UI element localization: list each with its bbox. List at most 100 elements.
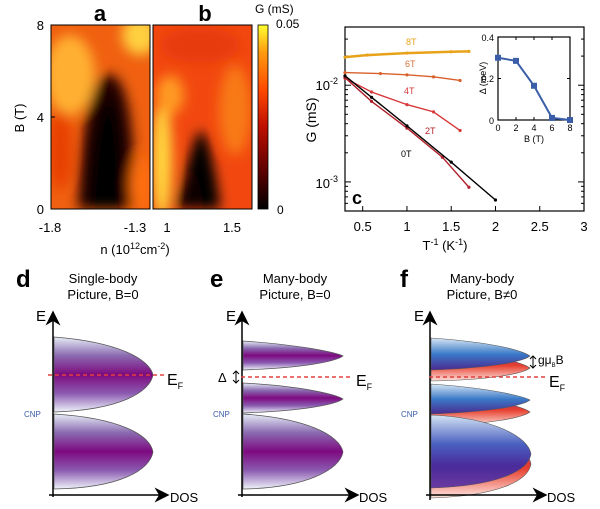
data-point-2t [467, 185, 471, 189]
ef-label: EF [167, 372, 184, 391]
y-axis-label-c: G (mS) [303, 97, 319, 142]
data-point-6t [343, 71, 347, 75]
colorbar: G (mS) 0.05 0 [255, 2, 300, 217]
x-axis-label-c: T-1 (K-1) [423, 237, 468, 253]
gap-label: Δ [218, 370, 227, 385]
inset-data-point [513, 57, 519, 64]
x-axis-label-ab: n (1012cm-2) [100, 241, 169, 257]
frame-b [152, 24, 253, 210]
ef-main: E [356, 373, 367, 390]
colorbar-label: G (mS) [255, 2, 294, 16]
y-tick-exp: -3 [330, 174, 338, 184]
x-label-sup: 12 [130, 241, 140, 251]
colorbar-min: 0 [277, 203, 284, 217]
heatmap-b [153, 25, 252, 209]
panel-d-title-1: Single-body [69, 271, 138, 286]
data-point-8t [449, 50, 453, 54]
ef-main: E [549, 374, 560, 391]
data-point-6t [458, 78, 462, 83]
data-point-0t [449, 160, 453, 164]
data-point-4t [405, 103, 409, 107]
x-tick-label: 2.5 [531, 219, 549, 234]
cnp-label: CNP [24, 410, 41, 419]
ef-label: EF [549, 374, 566, 393]
panel-d-title-2: Picture, B=0 [67, 287, 138, 302]
zeeman-label: gμBB [538, 353, 564, 369]
data-point-4t [458, 128, 462, 133]
y-tick-label: 10-2 [316, 76, 338, 93]
dos-band-lower [53, 413, 154, 490]
inset: 0.4 0.2 0 0 2 4 6 8 B (T) Δ (meV) [478, 33, 573, 144]
panel-e-title-1: Many-body [263, 271, 328, 286]
panel-letter-a: a [94, 1, 107, 26]
ef-sub: F [367, 382, 373, 392]
data-point-6t [431, 75, 436, 79]
inset-series [495, 54, 573, 123]
inset-data-point [531, 82, 537, 89]
ef-sub: F [178, 381, 184, 391]
inset-frame [497, 36, 571, 121]
data-point-6t [405, 73, 409, 77]
y-tick-label: 4 [37, 110, 44, 125]
c-ticks [345, 26, 585, 212]
dos-band-middle [242, 382, 344, 414]
inset-data-point [495, 54, 501, 61]
x-label-part: T [423, 238, 431, 253]
zeeman-main: gμ [538, 353, 552, 367]
x-tick-label: -1.8 [39, 220, 61, 235]
data-point-8t [405, 51, 409, 55]
dos-band-upper [242, 340, 344, 371]
zeeman-double-arrow-icon [529, 355, 537, 369]
panel-letter-d: d [16, 266, 31, 293]
inset-y-tick: 0 [489, 116, 494, 126]
panel-f-title-2: Picture, B≠0 [447, 287, 518, 302]
inset-x-tick: 8 [567, 123, 572, 133]
inset-x-tick: 6 [549, 123, 554, 133]
curve-label-6t: 6T [405, 59, 416, 69]
spin-up-band-upper [430, 337, 531, 371]
dos-axis-label: DOS [170, 490, 199, 505]
x-tick-label: 1.5 [223, 220, 241, 235]
x-label-part: (K [438, 238, 455, 253]
data-point-0t [369, 95, 374, 99]
panel-a: a 8 4 0 B (T) -1.8 -1.3 [12, 1, 151, 235]
colorbar-gradient [257, 24, 269, 210]
ef-sub: F [560, 383, 566, 393]
data-point-2t [369, 99, 374, 104]
x-label-part: ) [463, 238, 467, 253]
spin-up-band-lower [430, 414, 532, 489]
data-point-8t [343, 55, 347, 59]
e-axis-label: E [36, 308, 46, 325]
inset-data-point [549, 114, 555, 121]
y-axis-label-a: B (T) [12, 104, 27, 133]
data-point-6t [378, 71, 383, 76]
colorbar-max: 0.05 [276, 17, 300, 31]
dos-band-upper [53, 336, 154, 413]
curve-label-0t: 0T [401, 149, 412, 159]
y-tick-exp: -2 [330, 76, 338, 86]
panel-d: d Single-body Picture, B=0 E DOS EF CNP [16, 266, 199, 505]
x-tick-label: 1 [403, 219, 410, 234]
ef-label: EF [356, 373, 373, 392]
panel-e-title-2: Picture, B=0 [259, 287, 330, 302]
inset-y-tick: 0.2 [481, 74, 494, 84]
panel-letter-c: c [352, 188, 362, 208]
data-point-8t [467, 49, 471, 53]
inset-x-tick-labels: 0 2 4 6 8 [495, 123, 572, 133]
panel-f-title-1: Many-body [450, 271, 515, 286]
y-tick-label: 10-3 [316, 174, 338, 191]
panel-c: c G (mS) 10-2 10-3 0.5 1 1.5 2 2.5 3 T-1… [303, 26, 588, 253]
x-tick-label: 2 [492, 219, 499, 234]
c-series [343, 49, 498, 202]
heatmap-a [51, 25, 150, 209]
panel-letter-f: f [400, 266, 409, 293]
y-ticks-a [51, 24, 55, 210]
data-point-0t [405, 124, 409, 128]
inset-x-tick: 4 [531, 123, 536, 133]
inset-x-tick: 0 [495, 123, 500, 133]
x-label-sup: -1 [430, 237, 438, 247]
e-axis-label: E [226, 308, 236, 325]
y-tick-base: 10 [316, 176, 330, 191]
data-point-0t [493, 198, 498, 202]
